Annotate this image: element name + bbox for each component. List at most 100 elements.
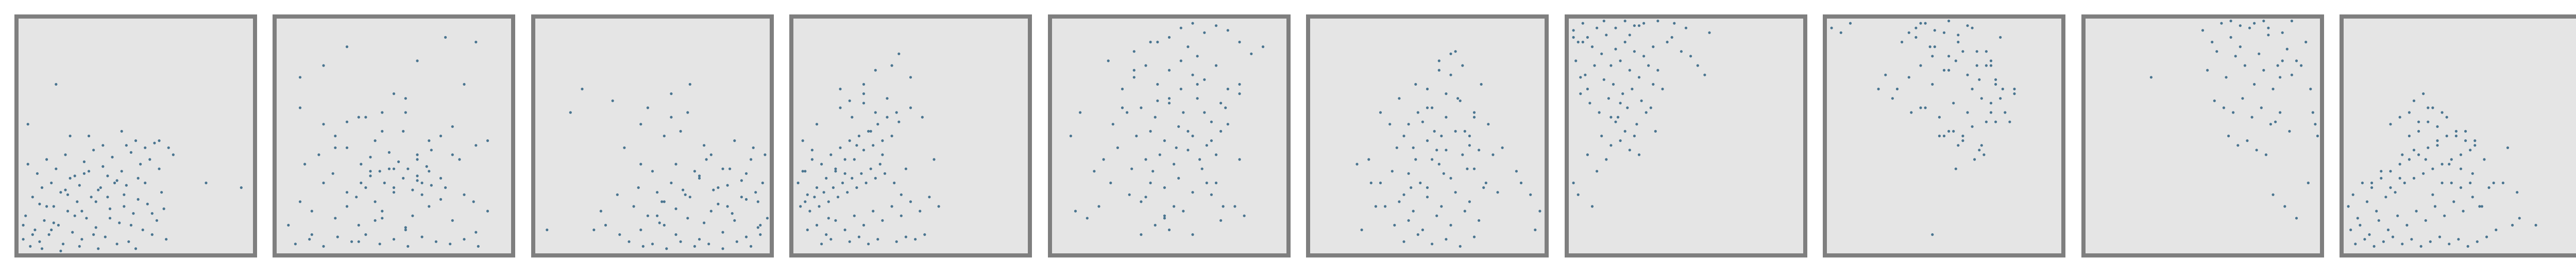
scatter-point — [886, 97, 889, 100]
scatter-point — [2431, 167, 2434, 170]
scatter-point — [2398, 176, 2401, 180]
scatter-point — [2386, 228, 2390, 232]
scatter-point — [1637, 24, 1641, 27]
scatter-point — [162, 207, 165, 211]
scatter-point — [1652, 45, 1655, 49]
scatter-point — [2464, 130, 2467, 133]
scatter-point — [1614, 26, 1617, 29]
scatter-point — [815, 223, 819, 227]
scatter-point — [799, 205, 802, 208]
scatter-point — [1472, 167, 1476, 170]
scatter-point — [36, 172, 39, 175]
scatter-point — [890, 205, 893, 208]
scatter-point — [1609, 144, 1613, 147]
scatter-point — [2347, 205, 2350, 208]
scatter-point — [1132, 50, 1136, 53]
scatter-point — [2405, 223, 2409, 227]
scatter-point — [744, 235, 748, 238]
scatter-panel-6 — [1306, 14, 1549, 257]
scatter-point — [125, 144, 128, 147]
scatter-point — [810, 158, 814, 161]
scatter-point — [1588, 102, 1591, 105]
scatter-point — [106, 174, 109, 178]
scatter-point — [1954, 59, 1957, 62]
scatter-point — [1360, 228, 1363, 232]
scatter-point — [618, 233, 621, 236]
scatter-point — [829, 153, 833, 156]
scatter-point — [1151, 170, 1155, 173]
scatter-point — [29, 245, 32, 248]
scatter-point — [2403, 181, 2406, 185]
scatter-point — [381, 111, 384, 114]
scatter-point — [1472, 235, 1476, 238]
scatter-point — [392, 92, 396, 95]
scatter-point — [1994, 83, 1997, 86]
scatter-point — [836, 196, 840, 199]
scatter-point — [1600, 52, 1603, 55]
scatter-point — [87, 170, 91, 173]
scatter-point — [815, 123, 819, 126]
scatter-point — [2462, 209, 2465, 213]
scatter-point — [616, 193, 619, 196]
scatter-point — [125, 184, 128, 187]
scatter-point — [26, 123, 29, 126]
scatter-point — [1449, 73, 1452, 76]
scatter-point — [322, 64, 325, 67]
scatter-point — [750, 245, 753, 248]
scatter-point — [2408, 111, 2411, 114]
scatter-point — [1128, 193, 1131, 196]
scatter-point — [2487, 186, 2490, 189]
scatter-point — [2349, 228, 2352, 232]
scatter-point — [127, 240, 130, 243]
scatter-point — [754, 191, 757, 194]
scatter-point — [759, 233, 762, 236]
scatter-point — [1173, 163, 1176, 166]
scatter-point — [129, 151, 132, 154]
scatter-point — [1496, 191, 1499, 194]
scatter-point — [374, 219, 377, 222]
scatter-point — [721, 247, 724, 250]
scatter-point — [637, 186, 640, 189]
scatter-point — [2511, 223, 2514, 227]
scatter-point — [2013, 92, 2016, 95]
scatter-point — [449, 243, 452, 246]
scatter-point — [1633, 134, 1636, 138]
scatter-point — [1975, 64, 1978, 67]
scatter-point — [1149, 40, 1152, 44]
scatter-point — [381, 217, 384, 220]
scatter-point — [796, 181, 800, 185]
scatter-point — [2454, 130, 2458, 133]
scatter-point — [2408, 134, 2411, 138]
scatter-point — [923, 233, 926, 236]
scatter-point — [646, 214, 649, 217]
scatter-point — [472, 200, 475, 203]
scatter-point — [1116, 146, 1119, 149]
scatter-point — [444, 36, 447, 39]
scatter-point — [1449, 223, 1452, 227]
scatter-point — [857, 134, 860, 138]
scatter-point — [1980, 144, 1983, 147]
scatter-point — [1947, 55, 1951, 58]
scatter-point — [1942, 69, 1946, 72]
scatter-point — [721, 167, 724, 170]
scatter-point — [381, 209, 384, 213]
scatter-panel-4 — [789, 14, 1032, 257]
scatter-point — [1839, 31, 1842, 34]
scatter-point — [172, 153, 175, 156]
scatter-panel-10 — [2340, 14, 2576, 257]
scatter-point — [2304, 40, 2308, 44]
scatter-point — [322, 181, 325, 185]
scatter-point — [416, 179, 419, 182]
scatter-point — [1449, 176, 1452, 180]
scatter-point — [50, 228, 53, 232]
scatter-point — [1919, 64, 1922, 67]
scatter-point — [1402, 134, 1405, 138]
scatter-point — [101, 144, 105, 147]
scatter-point — [416, 153, 419, 156]
scatter-point — [1445, 116, 1448, 119]
scatter-point — [829, 238, 833, 241]
scatter-point — [1649, 106, 1652, 109]
scatter-point — [374, 139, 377, 142]
scatter-point — [345, 191, 349, 194]
scatter-point — [843, 228, 846, 232]
